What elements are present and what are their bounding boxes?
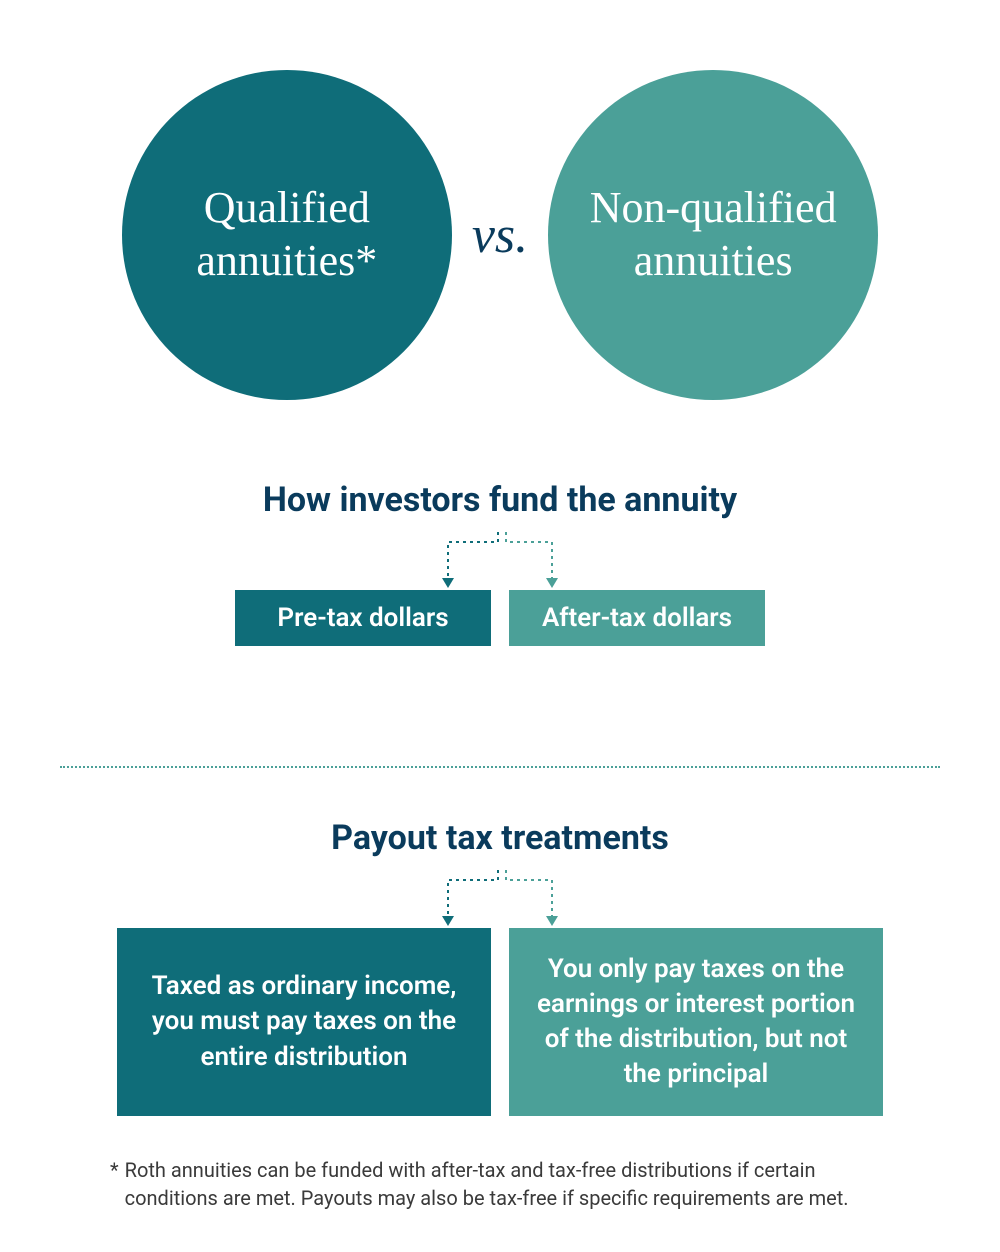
payout-section: Payout tax treatments Taxed as ordinary … <box>60 818 940 1116</box>
qualified-circle-text: Qualifiedannuities* <box>196 182 377 288</box>
vs-label: vs. <box>472 206 528 265</box>
nonqualified-circle: Non-qualifiedannuities <box>548 70 878 400</box>
taxed-earnings-box: You only pay taxes on the earnings or in… <box>509 928 883 1116</box>
footnote-marker: * <box>110 1156 119 1212</box>
funding-heading: How investors fund the annuity <box>60 480 940 520</box>
funding-boxes: Pre-tax dollars After-tax dollars <box>60 590 940 646</box>
payout-arrows <box>350 868 650 928</box>
pretax-box: Pre-tax dollars <box>235 590 491 646</box>
aftertax-box: After-tax dollars <box>509 590 765 646</box>
qualified-circle: Qualifiedannuities* <box>122 70 452 400</box>
header-circles-row: Qualifiedannuities* vs. Non-qualifiedann… <box>60 70 940 400</box>
footnote: * Roth annuities can be funded with afte… <box>60 1126 940 1212</box>
nonqualified-circle-text: Non-qualifiedannuities <box>590 182 837 288</box>
payout-boxes: Taxed as ordinary income, you must pay t… <box>60 928 940 1116</box>
taxed-ordinary-box: Taxed as ordinary income, you must pay t… <box>117 928 491 1116</box>
section-divider <box>60 766 940 768</box>
funding-arrows <box>350 530 650 590</box>
funding-section: How investors fund the annuity Pre-tax d… <box>60 480 940 646</box>
payout-heading: Payout tax treatments <box>60 818 940 858</box>
footnote-text: Roth annuities can be funded with after-… <box>125 1156 890 1212</box>
